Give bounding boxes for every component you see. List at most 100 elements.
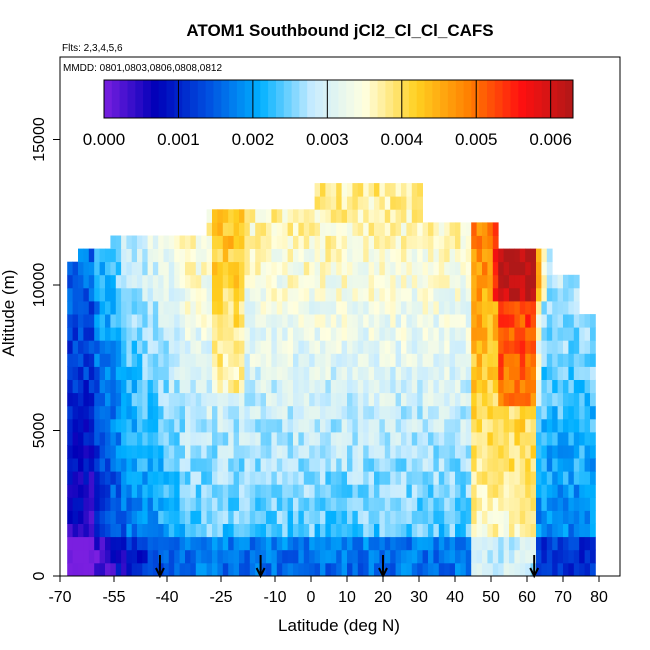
heatmap-cell (552, 353, 558, 367)
heatmap-cell (406, 445, 413, 459)
heatmap-cell (368, 222, 375, 236)
heatmap-cell (530, 471, 537, 485)
heatmap-cell (110, 274, 117, 289)
heatmap-cell (471, 235, 477, 249)
heatmap-cell (276, 379, 283, 394)
heatmap-cell (282, 222, 288, 236)
heatmap-cell (482, 379, 488, 394)
heatmap-cell (276, 222, 283, 236)
heatmap-cell (99, 353, 106, 367)
heatmap-cell (168, 366, 175, 380)
heatmap-cell (395, 471, 402, 485)
heatmap-cell (525, 340, 531, 354)
heatmap-cell (325, 432, 332, 446)
heatmap-cell (384, 562, 391, 577)
heatmap-cell (438, 222, 445, 236)
heatmap-cell (519, 536, 526, 551)
heatmap-cell (325, 418, 332, 433)
heatmap-cell (417, 261, 423, 276)
heatmap-cell (152, 274, 159, 289)
heatmap-cell (276, 536, 283, 551)
heatmap-cell (514, 445, 521, 459)
heatmap-cell (293, 301, 299, 315)
heatmap-cell (498, 484, 504, 498)
heatmap-cell (142, 327, 148, 341)
heatmap-cell (222, 261, 229, 276)
heatmap-cell (126, 248, 133, 263)
heatmap-cell (195, 340, 202, 354)
heatmap-cell (525, 549, 531, 564)
heatmap-cell (309, 392, 315, 407)
heatmap-cell (271, 392, 278, 407)
heatmap-cell (83, 248, 90, 263)
heatmap-cell (201, 379, 207, 394)
heatmap-cell (530, 536, 537, 551)
heatmap-cell (363, 523, 369, 538)
heatmap-cell (487, 432, 494, 446)
heatmap-cell (584, 536, 591, 551)
heatmap-cell (428, 340, 434, 354)
heatmap-cell (217, 379, 224, 394)
heatmap-cell (163, 301, 170, 315)
heatmap-cell (94, 484, 100, 498)
heatmap-cell (115, 445, 122, 459)
heatmap-cell (293, 392, 299, 407)
heatmap-cell (126, 484, 133, 498)
heatmap-cell (212, 314, 218, 328)
heatmap-cell (509, 274, 515, 289)
heatmap-cell (266, 235, 272, 249)
heatmap-cell (476, 536, 483, 551)
heatmap-cell (131, 484, 138, 498)
heatmap-cell (406, 536, 413, 551)
heatmap-cell (190, 549, 197, 564)
heatmap-cell (590, 510, 596, 524)
heatmap-cell (217, 274, 224, 289)
heatmap-cell (455, 445, 461, 459)
heatmap-cell (503, 340, 510, 354)
heatmap-cell (255, 445, 261, 459)
heatmap-cell (298, 340, 305, 354)
heatmap-cell (379, 405, 386, 420)
heatmap-cell (363, 340, 369, 354)
heatmap-cell (320, 301, 326, 315)
heatmap-cell (368, 301, 375, 315)
heatmap-cell (509, 405, 515, 420)
heatmap-cell (271, 536, 278, 551)
heatmap-cell (352, 287, 359, 302)
heatmap-cell (449, 497, 456, 511)
heatmap-cell (303, 379, 310, 394)
heatmap-cell (341, 287, 348, 302)
heatmap-cell (411, 327, 418, 341)
heatmap-cell (137, 287, 143, 302)
heatmap-cell (185, 353, 191, 367)
heatmap-cell (255, 484, 261, 498)
heatmap-cell (94, 471, 100, 485)
heatmap-cell (379, 301, 386, 315)
heatmap-cell (347, 523, 353, 538)
heatmap-cell (147, 562, 154, 577)
heatmap-cell (330, 248, 337, 263)
heatmap-cell (314, 287, 321, 302)
heatmap-cell (142, 261, 148, 276)
heatmap-cell (584, 379, 591, 394)
heatmap-cell (563, 523, 569, 538)
heatmap-cell (228, 418, 234, 433)
heatmap-cell (573, 353, 580, 367)
heatmap-cell (525, 353, 531, 367)
colorbar-segment (377, 80, 386, 118)
heatmap-cell (206, 248, 213, 263)
heatmap-cell (584, 340, 591, 354)
heatmap-cell (444, 549, 450, 564)
heatmap-cell (352, 340, 359, 354)
heatmap-cell (212, 484, 218, 498)
heatmap-cell (163, 248, 170, 263)
heatmap-cell (390, 458, 396, 472)
heatmap-cell (201, 340, 207, 354)
heatmap-cell (126, 353, 133, 367)
heatmap-cell (287, 523, 294, 538)
heatmap-cell (347, 261, 353, 276)
heatmap-cell (244, 392, 251, 407)
heatmap-cell (471, 445, 477, 459)
heatmap-cell (573, 379, 580, 394)
heatmap-cell (395, 261, 402, 276)
